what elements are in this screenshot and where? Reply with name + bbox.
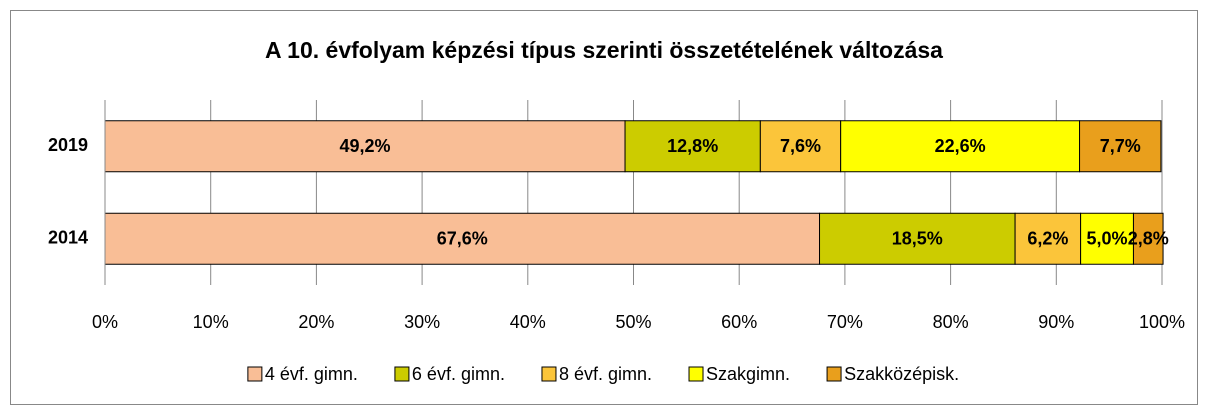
legend-label: 6 évf. gimn. [412, 364, 505, 384]
x-tick-label: 0% [92, 312, 118, 332]
legend-label: Szakgimn. [706, 364, 790, 384]
value-label: 5,0% [1087, 229, 1128, 249]
value-label: 12,8% [667, 136, 718, 156]
bar-segment [819, 212, 1016, 265]
legend-swatch [247, 366, 263, 382]
x-tick-label: 60% [721, 312, 757, 332]
legend-swatch [688, 366, 704, 382]
value-label: 49,2% [339, 136, 390, 156]
legend-swatch [541, 366, 557, 382]
chart-frame [10, 10, 1198, 405]
x-tick-label: 50% [615, 312, 651, 332]
bar-segment [1080, 212, 1134, 265]
x-tick-label: 80% [933, 312, 969, 332]
legend-swatch [826, 366, 842, 382]
x-tick-label: 70% [827, 312, 863, 332]
legend-label: 8 évf. gimn. [559, 364, 652, 384]
x-tick-label: 40% [510, 312, 546, 332]
value-label: 7,7% [1100, 136, 1141, 156]
value-label: 2,8% [1128, 229, 1169, 249]
x-tick-label: 30% [404, 312, 440, 332]
value-label: 22,6% [935, 136, 986, 156]
x-tick-label: 100% [1139, 312, 1185, 332]
y-tick-label: 2014 [48, 228, 88, 248]
legend-label: 4 évf. gimn. [265, 364, 358, 384]
bar-segment [624, 120, 761, 173]
bar-segment [104, 120, 626, 173]
value-label: 7,6% [780, 136, 821, 156]
legend-label: Szakközépisk. [844, 364, 959, 384]
y-tick-label: 2019 [48, 135, 88, 155]
value-label: 67,6% [437, 229, 488, 249]
bar-segment [1132, 212, 1164, 265]
x-tick-label: 90% [1038, 312, 1074, 332]
value-label: 18,5% [892, 229, 943, 249]
bar-segment [840, 120, 1081, 173]
bar-segment [104, 212, 821, 265]
legend-swatch [394, 366, 410, 382]
chart-title: A 10. évfolyam képzési típus szerinti ös… [265, 37, 943, 63]
bar-segment [1079, 120, 1162, 173]
x-tick-label: 20% [298, 312, 334, 332]
x-tick-label: 10% [193, 312, 229, 332]
value-label: 6,2% [1027, 229, 1068, 249]
